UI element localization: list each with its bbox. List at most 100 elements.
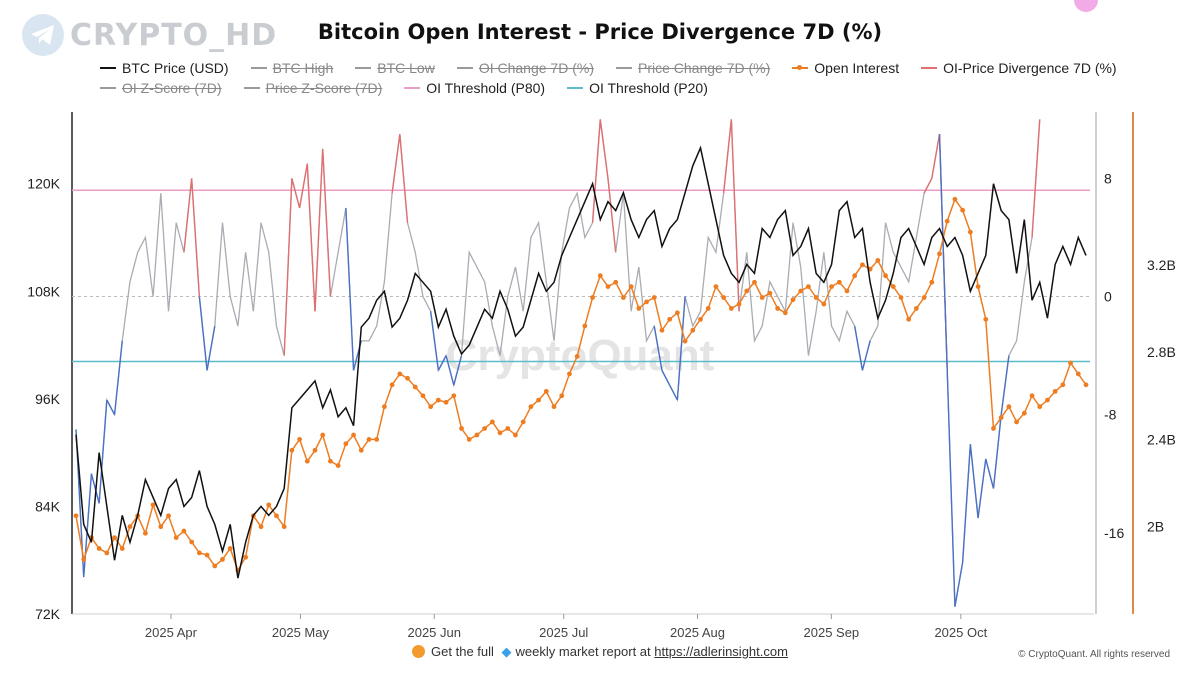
report-link[interactable]: https://adlerinsight.com	[654, 644, 788, 659]
open-interest-point	[96, 546, 102, 551]
x-tick-label: 2025 Jul	[539, 625, 588, 640]
open-interest-point	[913, 306, 919, 311]
divergence-high-segment	[298, 163, 308, 209]
legend-label: Open Interest	[814, 60, 900, 76]
logo-text: CRYPTO_HD	[70, 17, 278, 53]
legend-item[interactable]: Price Z-Score (7D)	[243, 80, 383, 96]
open-interest-point	[1006, 404, 1012, 410]
divergence-low-segment	[946, 370, 956, 607]
divergence-low-segment	[653, 325, 663, 371]
open-interest-point	[628, 284, 634, 290]
legend-item[interactable]: OI-Price Divergence 7D (%)	[921, 60, 1117, 76]
divergence-tick-label: -8	[1104, 407, 1117, 423]
open-interest-point	[582, 323, 588, 329]
legend-label: OI Threshold (P20)	[589, 80, 708, 96]
open-interest-point	[536, 397, 541, 403]
divergence-high-segment	[283, 178, 293, 356]
divergence-high-segment	[190, 178, 201, 297]
legend-item[interactable]: OI Z-Score (7D)	[100, 80, 222, 96]
open-interest-point	[937, 251, 942, 257]
divergence-high-segment	[599, 119, 609, 179]
open-interest-point	[844, 288, 850, 294]
open-interest-point	[304, 458, 310, 464]
open-interest-point	[381, 404, 387, 410]
divergence-low-segment	[669, 384, 678, 401]
open-interest-point	[1052, 388, 1058, 394]
legend-label: OI Change 7D (%)	[478, 60, 594, 76]
legend-item[interactable]: BTC Price (USD)	[100, 60, 229, 76]
open-interest-point	[898, 295, 904, 300]
open-interest-point	[158, 524, 164, 530]
divergence-low-segment	[676, 296, 686, 400]
divergence-low-segment	[985, 458, 995, 489]
divergence-low-segment	[954, 562, 964, 607]
footer-middle: weekly market report at	[515, 644, 651, 659]
open-interest-point	[196, 550, 202, 556]
divergence-low-segment	[453, 355, 463, 386]
legend-swatch	[921, 67, 938, 69]
divergence-high-segment	[291, 178, 301, 209]
open-interest-point	[374, 436, 380, 442]
legend-swatch	[456, 67, 473, 69]
open-interest-point	[728, 306, 734, 311]
telegram-icon	[22, 14, 64, 56]
divergence-high-segment	[391, 134, 401, 194]
legend-item[interactable]: OI Threshold (P80)	[404, 80, 545, 96]
legend-swatch	[567, 87, 584, 89]
open-interest-point	[1021, 410, 1027, 416]
divergence-low-segment	[661, 370, 671, 386]
open-interest-point	[590, 295, 595, 300]
open-interest-point	[813, 295, 819, 300]
open-interest-point	[220, 557, 225, 562]
open-interest-point	[944, 218, 950, 224]
open-interest-point	[659, 327, 665, 333]
open-interest-point	[459, 426, 464, 431]
divergence-low-segment	[992, 414, 1002, 489]
open-interest-point	[73, 513, 79, 519]
open-interest-point	[883, 273, 888, 279]
divergence-low-segment	[969, 444, 979, 519]
open-interest-point	[112, 535, 117, 541]
legend-item[interactable]: BTC High	[250, 60, 334, 76]
open-interest-point	[597, 273, 603, 279]
x-tick-label: 2025 Oct	[934, 625, 987, 640]
x-tick-label: 2025 Aug	[670, 625, 725, 640]
legend-item[interactable]: OI Change 7D (%)	[456, 60, 594, 76]
open-interest-point	[759, 295, 765, 300]
legend-item[interactable]: OI Threshold (P20)	[567, 80, 708, 96]
legend-label: BTC High	[272, 60, 334, 76]
open-interest-point	[644, 299, 649, 305]
open-interest-point	[1083, 382, 1089, 388]
divergence-high-segment	[306, 163, 316, 312]
open-interest-point	[227, 546, 233, 551]
open-interest-point	[1029, 393, 1035, 399]
open-interest-point	[736, 301, 742, 307]
open-interest-point	[397, 371, 403, 377]
divergence-high-segment	[722, 119, 733, 194]
legend-item[interactable]: Price Change 7D (%)	[616, 60, 770, 76]
open-interest-point	[998, 415, 1004, 420]
legend-item[interactable]: Open Interest	[792, 60, 899, 76]
legend-label: OI Threshold (P80)	[426, 80, 546, 96]
divergence-low-segment	[206, 325, 216, 371]
watermark-logo: CRYPTO_HD	[22, 14, 277, 56]
legend-label: Price Change 7D (%)	[638, 60, 771, 76]
legend-swatch	[100, 67, 116, 69]
open-interest-point	[721, 295, 727, 300]
legend-item[interactable]: BTC Low	[355, 60, 435, 76]
open-interest-line	[75, 197, 1087, 573]
open-interest-point	[767, 290, 773, 296]
open-interest-point	[621, 295, 626, 300]
watermark-text: CryptoQuant	[446, 331, 715, 380]
latest-divergence-marker	[1074, 0, 1098, 12]
open-interest-point	[975, 284, 981, 290]
open-interest-point	[567, 371, 572, 377]
divergence-tick-label: 8	[1104, 170, 1112, 186]
open-interest-point	[1075, 371, 1081, 377]
divergence-low-segment	[345, 207, 355, 371]
open-interest-point	[204, 552, 210, 558]
open-interest-point	[351, 432, 356, 438]
open-interest-point	[328, 458, 333, 464]
open-interest-point	[258, 524, 264, 530]
legend-label: Price Z-Score (7D)	[265, 80, 383, 96]
